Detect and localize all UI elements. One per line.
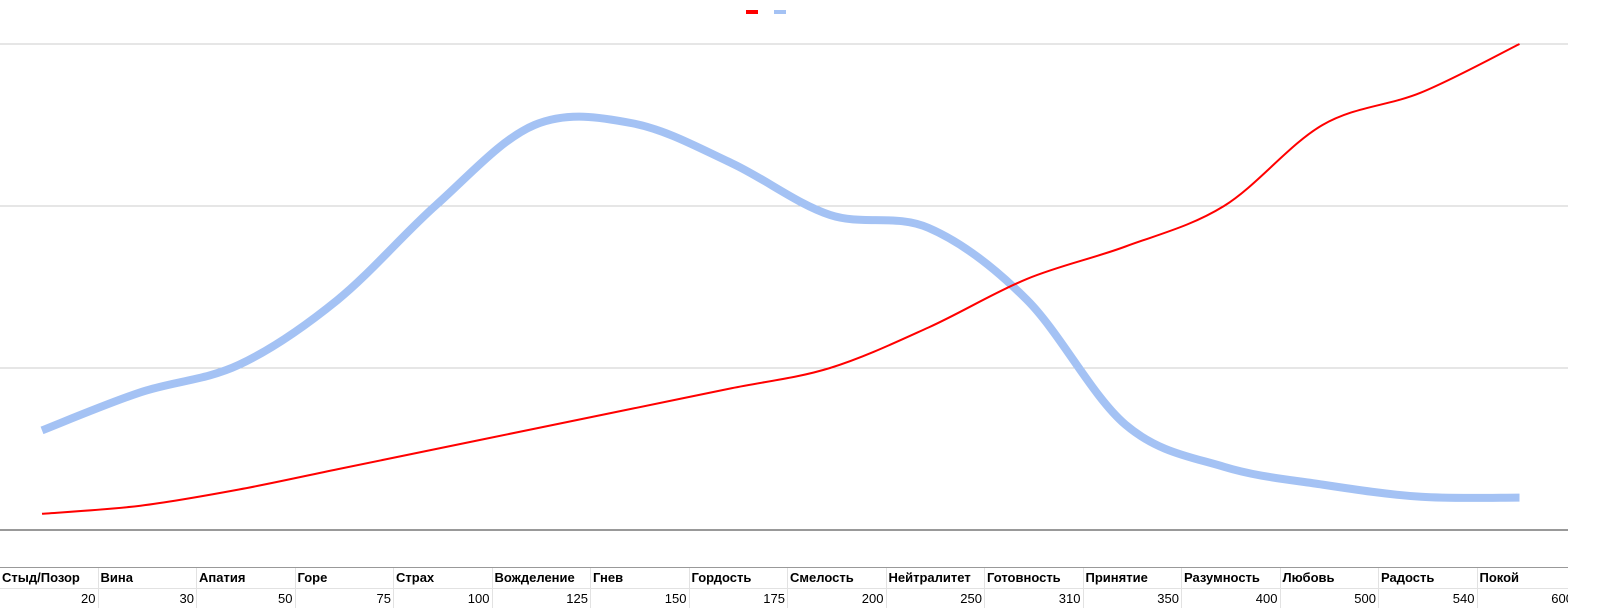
table-cell: 400 bbox=[1182, 589, 1281, 608]
data-table: Стыд/Позор Вина Апатия Горе Страх Вожделение Г… bbox=[0, 567, 1568, 608]
table-cell: Вожделение bbox=[493, 568, 591, 588]
table-cell: Гнев bbox=[591, 568, 690, 588]
table-cell: 20 bbox=[0, 589, 99, 608]
table-cell: Гордость bbox=[690, 568, 788, 588]
table-cell: 600 bbox=[1478, 589, 1568, 608]
header-row: Стыд/Позор Вина Апатия Горе Страх Вожделение Г… bbox=[0, 568, 1568, 589]
table-cell: Покой bbox=[1478, 568, 1569, 588]
table-cell: Принятие bbox=[1084, 568, 1182, 588]
table-cell: Любовь bbox=[1281, 568, 1379, 588]
values-row: 20 30 50 75 100 125 150 175 200 250 310 350 400 500 54… bbox=[0, 589, 1568, 608]
table-cell: 350 bbox=[1084, 589, 1182, 608]
table-cell: Радость bbox=[1379, 568, 1478, 588]
table-cell: 75 bbox=[296, 589, 394, 608]
table-cell: 100 bbox=[394, 589, 493, 608]
table-cell: Апатия bbox=[197, 568, 296, 588]
table-cell: 175 bbox=[690, 589, 788, 608]
table-cell: 50 bbox=[197, 589, 296, 608]
table-cell: Смелость bbox=[788, 568, 887, 588]
legend-swatch bbox=[774, 10, 786, 14]
table-cell: Разумность bbox=[1182, 568, 1281, 588]
table-cell: Стыд/Позор bbox=[0, 568, 99, 588]
series-line bbox=[41, 43, 1520, 515]
chart bbox=[0, 10, 1568, 531]
table-cell: Страх bbox=[394, 568, 493, 588]
table-cell: 310 bbox=[985, 589, 1084, 608]
table-cell: 540 bbox=[1379, 589, 1478, 608]
table-cell: 150 bbox=[591, 589, 690, 608]
table-cell: 125 bbox=[493, 589, 591, 608]
table-cell: Вина bbox=[99, 568, 197, 588]
table-cell: 250 bbox=[887, 589, 985, 608]
legend-swatch bbox=[746, 10, 758, 14]
table-cell: Нейтралитет bbox=[887, 568, 985, 588]
table-cell: 500 bbox=[1281, 589, 1379, 608]
series-line bbox=[40, 112, 1520, 502]
table-cell: Готовность bbox=[985, 568, 1084, 588]
table-cell: Горе bbox=[296, 568, 394, 588]
table-cell: 200 bbox=[788, 589, 887, 608]
table-cell: 30 bbox=[99, 589, 197, 608]
